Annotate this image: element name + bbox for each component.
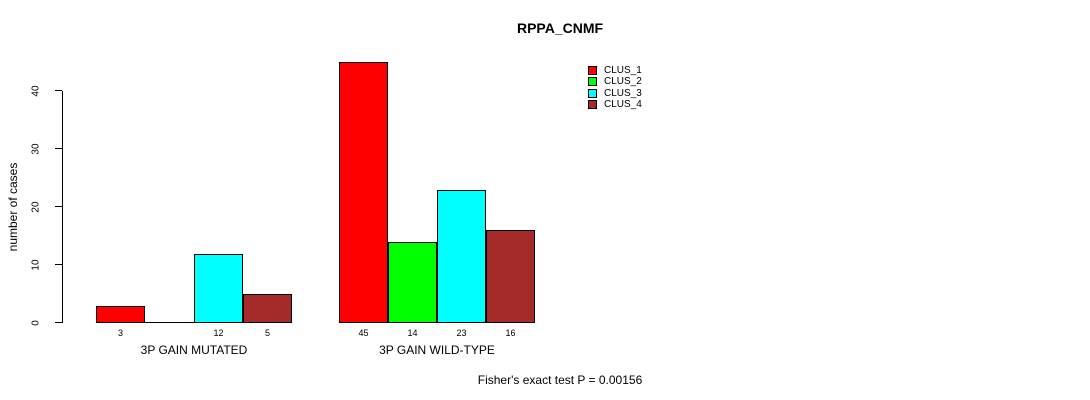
y-tick-0 [55,322,62,323]
footnote: Fisher's exact test P = 0.00156 [477,373,643,387]
bar-clus-2-3p-gain-wild-type [388,242,437,323]
y-tick-40 [55,90,62,91]
y-tick-20 [55,206,62,207]
bar-clus-1-3p-gain-wild-type [339,62,388,323]
legend-label-clus-2: CLUS_2 [604,76,642,88]
bar-value-clus-4-3p-gain-mutated: 5 [264,328,271,338]
legend-swatch-clus-3 [588,88,597,98]
legend-item-clus-2: CLUS_2 [588,76,642,87]
legend-item-clus-3: CLUS_3 [588,88,642,99]
bar-value-clus-4-3p-gain-wild-type: 16 [505,328,516,338]
y-tick-label-20: 20 [30,201,42,213]
bar-value-clus-3-3p-gain-wild-type: 23 [456,328,467,338]
legend-swatch-clus-4 [588,100,597,110]
y-tick-label-10: 10 [30,259,42,271]
legend: CLUS_1 CLUS_2 CLUS_3 CLUS_4 [588,65,642,110]
bar-clus-4-3p-gain-mutated [243,294,292,323]
legend-label-clus-1: CLUS_1 [604,65,642,77]
y-tick-label-40: 40 [30,85,42,97]
category-label-3p-gain-mutated: 3P GAIN MUTATED [140,343,248,357]
legend-item-clus-1: CLUS_1 [588,65,642,76]
y-tick-label-30: 30 [30,143,42,155]
category-label-3p-gain-wild-type: 3P GAIN WILD-TYPE [379,343,495,357]
y-tick-label-0: 0 [30,320,42,326]
bar-clus-3-3p-gain-wild-type [437,190,486,323]
legend-swatch-clus-2 [588,77,597,87]
bar-value-clus-3-3p-gain-mutated: 12 [213,328,224,338]
y-tick-10 [55,264,62,265]
legend-label-clus-4: CLUS_4 [604,99,642,111]
bar-value-clus-1-3p-gain-mutated: 3 [117,328,124,338]
legend-swatch-clus-1 [588,66,597,76]
legend-item-clus-4: CLUS_4 [588,99,642,110]
bar-clus-1-3p-gain-mutated [96,306,145,323]
y-axis-line [62,91,63,323]
bar-value-clus-2-3p-gain-wild-type: 14 [407,328,418,338]
legend-label-clus-3: CLUS_3 [604,87,642,99]
y-tick-30 [55,148,62,149]
bar-value-clus-1-3p-gain-wild-type: 45 [358,328,369,338]
chart-title: RPPA_CNMF [516,20,604,36]
bar-clus-4-3p-gain-wild-type [486,230,535,323]
y-axis-title: number of cases [6,162,20,252]
bar-clus-3-3p-gain-mutated [194,254,243,323]
